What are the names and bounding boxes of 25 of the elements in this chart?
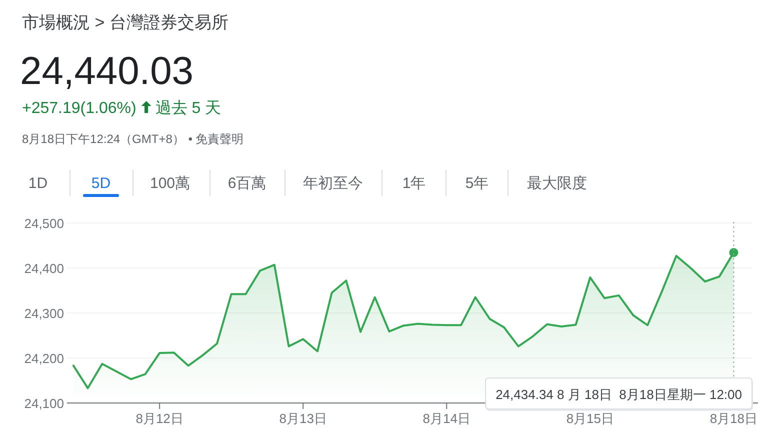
y-tick-label: 24,500 — [24, 216, 64, 231]
y-tick-label: 24,400 — [24, 261, 64, 276]
text: 100萬 — [150, 175, 190, 192]
x-tick-label: 8月15日 — [566, 411, 614, 426]
text: 年初至今 — [303, 175, 363, 192]
text: 8月18日下午12:24（GMT+8） — [22, 132, 184, 146]
chart-title: 市場概況 > 台灣證券交易所 — [22, 13, 228, 32]
text: 6百萬 — [228, 175, 266, 192]
chart-subtitle: 24,440.03 — [20, 50, 194, 93]
x-tick-label: 8月12日 — [136, 411, 184, 426]
text: 5年 — [465, 175, 489, 192]
y-tick-label: 24,200 — [24, 351, 64, 366]
x-tick-label: 8月18日 — [710, 411, 758, 426]
text: 過去 5 天 — [155, 99, 222, 117]
x-tick-label: 8月14日 — [422, 411, 470, 426]
text: 5D — [91, 175, 111, 192]
text: 最大限度 — [527, 175, 587, 192]
y-tick-label: 24,300 — [24, 306, 64, 321]
text: 1年 — [402, 175, 426, 192]
text: 免責聲明 — [195, 132, 244, 146]
y-tick-label: 24,100 — [24, 396, 64, 411]
annotation: 24,434.34 8 月 18日 8月18日星期一 12:00 — [496, 387, 742, 402]
x-tick-label: 8月13日 — [279, 411, 327, 426]
text: 1D — [28, 175, 48, 192]
text: +257.19(1.06%) — [22, 100, 136, 117]
